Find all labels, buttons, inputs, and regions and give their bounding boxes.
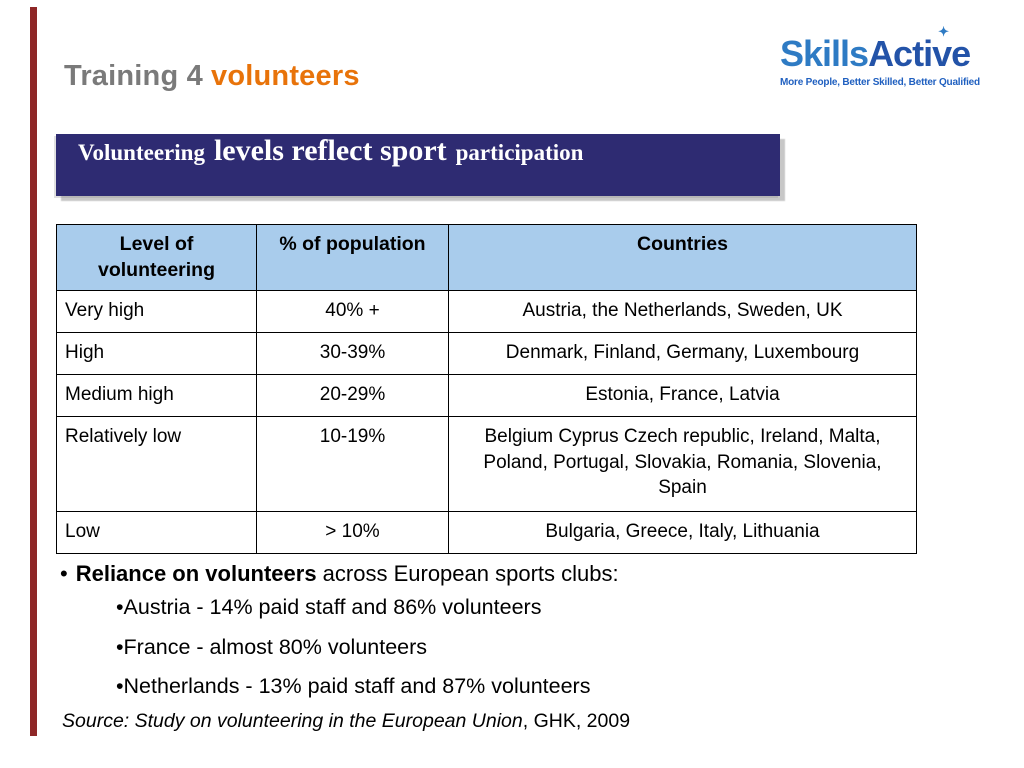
logo-tagline: More People, Better Skilled, Better Qual… <box>780 76 980 88</box>
table-row: Very high 40% + Austria, the Netherlands… <box>56 290 917 334</box>
skillsactive-logo: SkillsActive ✦ More People, Better Skill… <box>780 24 995 88</box>
table-row: Low > 10% Bulgaria, Greece, Italy, Lithu… <box>56 511 917 555</box>
title-volunteers: volunteers <box>210 60 360 92</box>
source-note: Source: Study on volunteering in the Eur… <box>62 710 630 733</box>
sub-bullet-text: Austria - 14% paid staff and 86% volunte… <box>123 595 542 619</box>
banner-text-participation: participation <box>455 140 584 165</box>
cell-level: Low <box>56 511 257 555</box>
cell-population: 10-19% <box>256 416 449 513</box>
cell-countries: Belgium Cyprus Czech republic, Ireland, … <box>448 416 917 513</box>
cell-countries: Estonia, France, Latvia <box>448 374 917 418</box>
cell-countries: Denmark, Finland, Germany, Luxembourg <box>448 332 917 376</box>
cell-population: 20-29% <box>256 374 449 418</box>
sub-bullet-text: Netherlands - 13% paid staff and 87% vol… <box>123 674 591 699</box>
bullet-lead-bold: Reliance on volunteers <box>75 561 317 586</box>
table-row: Relatively low 10-19% Belgium Cyprus Cze… <box>56 416 917 513</box>
sub-bullet-list: •Austria - 14% paid staff and 86% volunt… <box>116 595 591 715</box>
cell-level: High <box>56 332 257 376</box>
page-title: Training 4 volunteers <box>64 60 360 93</box>
bullet-reliance: • Reliance on volunteers across European … <box>60 561 619 587</box>
sub-bullet-text: France - almost 80% volunteers <box>123 634 428 659</box>
table-header-level: Level of volunteering <box>56 223 257 292</box>
banner-text-levels: levels reflect sport <box>213 134 447 167</box>
bullet-marker: • <box>116 674 124 699</box>
source-rest: , GHK, 2009 <box>522 710 631 732</box>
left-accent-bar <box>30 7 37 736</box>
bullet-lead-rest: across European sports clubs: <box>316 561 619 586</box>
volunteering-table: Level of volunteering % of population Co… <box>56 223 917 555</box>
cell-population: > 10% <box>256 511 449 555</box>
logo-wordmark: SkillsActive ✦ <box>780 24 995 74</box>
title-training4: Training 4 <box>64 60 203 92</box>
cell-level: Very high <box>56 290 257 334</box>
table-header-population: % of population <box>256 223 449 292</box>
table-header-countries: Countries <box>448 223 917 292</box>
table-header-row: Level of volunteering % of population Co… <box>56 223 917 292</box>
table-row: Medium high 20-29% Estonia, France, Latv… <box>56 374 917 418</box>
table-row: High 30-39% Denmark, Finland, Germany, L… <box>56 332 917 376</box>
sub-bullet-austria: •Austria - 14% paid staff and 86% volunt… <box>116 595 590 620</box>
cell-countries: Bulgaria, Greece, Italy, Lithuania <box>448 511 917 555</box>
section-banner: Volunteering levels reflect sport partic… <box>56 134 780 196</box>
logo-star-icon: ✦ <box>938 24 949 39</box>
cell-population: 30-39% <box>256 332 449 376</box>
logo-skills-text: Skills <box>780 33 869 74</box>
bullet-marker: • <box>116 595 124 619</box>
cell-population: 40% + <box>256 290 449 334</box>
banner-text-volunteering: Volunteering <box>78 140 205 165</box>
cell-level: Medium high <box>56 374 257 418</box>
logo-active-text: Active <box>868 33 971 74</box>
bullet-marker: • <box>60 561 68 586</box>
cell-level: Relatively low <box>56 416 257 513</box>
sub-bullet-france: •France - almost 80% volunteers <box>116 634 590 660</box>
sub-bullet-netherlands: •Netherlands - 13% paid staff and 87% vo… <box>116 674 591 699</box>
source-italic: Source: Study on volunteering in the Eur… <box>62 710 523 732</box>
cell-countries: Austria, the Netherlands, Sweden, UK <box>448 290 917 334</box>
bullet-marker: • <box>116 634 124 659</box>
